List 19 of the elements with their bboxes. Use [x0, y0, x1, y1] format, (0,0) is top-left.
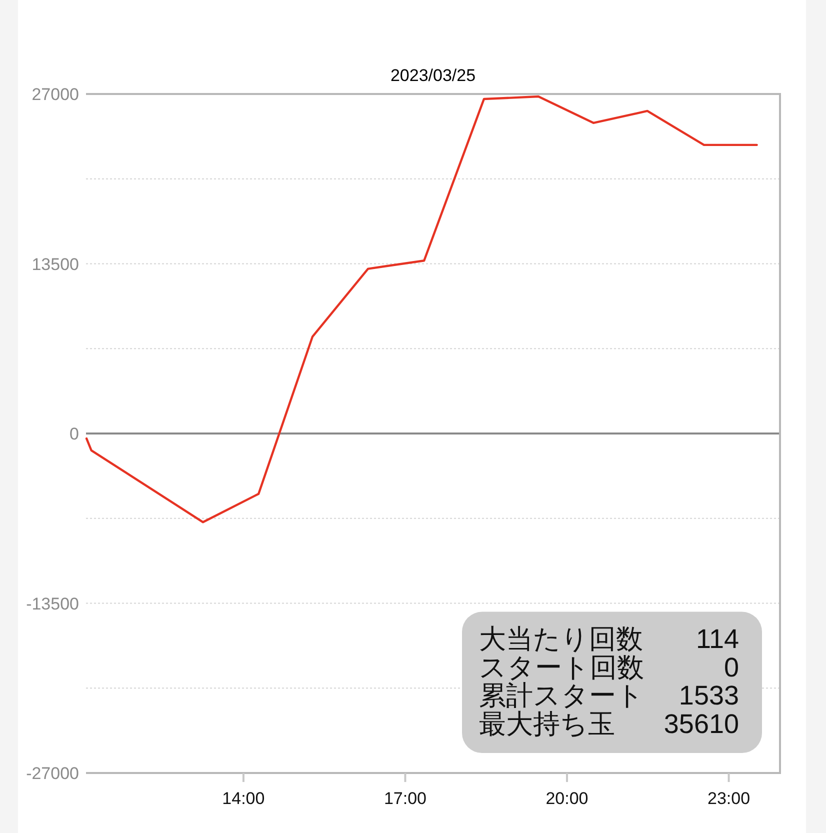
annotation: 114: [696, 624, 739, 654]
y-tick-label: -13500: [26, 594, 79, 614]
annotation: 1533: [678, 680, 739, 711]
x-tick-label: 17:00: [384, 789, 427, 808]
annotation: スタート回数: [479, 652, 644, 682]
annotation: 大当たり回数: [479, 624, 643, 654]
line-series: [85, 95, 758, 524]
y-tick-label: -27000: [26, 764, 79, 783]
x-tick-label: 14:00: [222, 789, 265, 808]
y-tick-label: 0: [70, 424, 79, 444]
y-tick-label: 13500: [32, 254, 79, 274]
annotation: 35610: [664, 709, 739, 739]
chart-title: 2023/03/25: [390, 66, 476, 85]
y-tick-label: 27000: [32, 85, 79, 104]
x-tick-label: 20:00: [546, 789, 588, 808]
annotation: 累計スタート: [479, 680, 644, 711]
annotation: 0: [724, 652, 739, 682]
annotation: 最大持ち玉: [479, 709, 615, 739]
x-tick-label: 23:00: [708, 789, 750, 808]
